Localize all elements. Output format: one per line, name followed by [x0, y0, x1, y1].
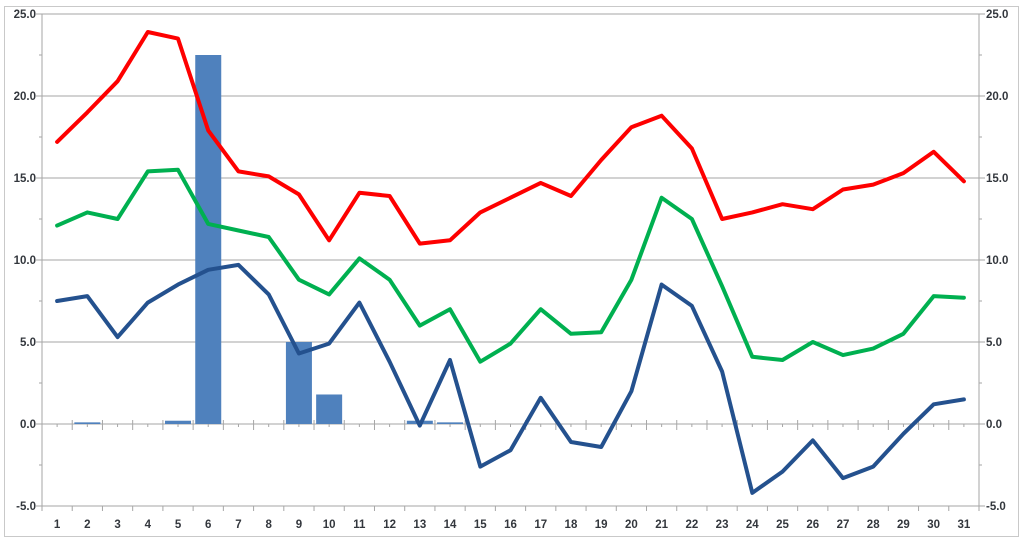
x-label-5: 5: [175, 519, 182, 531]
x-label-2: 2: [84, 519, 90, 531]
x-label-20: 20: [625, 519, 638, 531]
x-label-14: 14: [444, 519, 457, 531]
x-label-16: 16: [504, 519, 517, 531]
x-label-13: 13: [413, 519, 426, 531]
blue-line: [55, 262, 966, 495]
x-label-25: 25: [776, 519, 789, 531]
x-label-31: 31: [957, 519, 970, 531]
y-label-right-0.0: 0.0: [986, 419, 1002, 431]
bar-day-6: [195, 55, 222, 424]
x-label-21: 21: [655, 519, 668, 531]
y-label-right--5.0: -5.0: [986, 501, 1006, 513]
red-line: [55, 30, 966, 246]
y-label-right-15.0: 15.0: [986, 173, 1008, 185]
x-label-3: 3: [114, 519, 120, 531]
y-label-right-20.0: 20.0: [986, 91, 1008, 103]
x-label-28: 28: [867, 519, 880, 531]
bar-day-2: [74, 422, 101, 424]
y-label-right-5.0: 5.0: [986, 337, 1002, 349]
y-label-right-10.0: 10.0: [986, 255, 1008, 267]
x-label-27: 27: [837, 519, 850, 531]
x-label-23: 23: [716, 519, 729, 531]
x-label-17: 17: [534, 519, 547, 531]
bar-day-10: [316, 394, 343, 424]
y-label-left--5.0: -5.0: [16, 501, 36, 513]
x-label-15: 15: [474, 519, 487, 531]
y-label-left-25.0: 25.0: [14, 9, 36, 21]
x-label-6: 6: [205, 519, 211, 531]
y-label-left-20.0: 20.0: [14, 91, 36, 103]
x-label-26: 26: [806, 519, 819, 531]
x-label-22: 22: [685, 519, 698, 531]
x-label-9: 9: [296, 519, 302, 531]
y-label-left-5.0: 5.0: [20, 337, 36, 349]
x-label-8: 8: [265, 519, 272, 531]
x-label-30: 30: [927, 519, 940, 531]
y-label-left-0.0: 0.0: [20, 419, 36, 431]
y-label-left-10.0: 10.0: [14, 255, 36, 267]
y-label-right-25.0: 25.0: [986, 9, 1008, 21]
bar-day-5: [165, 420, 192, 424]
x-label-1: 1: [54, 519, 61, 531]
x-label-29: 29: [897, 519, 910, 531]
x-label-18: 18: [565, 519, 578, 531]
x-label-10: 10: [323, 519, 336, 531]
x-label-19: 19: [595, 519, 608, 531]
x-label-4: 4: [145, 519, 152, 531]
x-label-11: 11: [353, 519, 366, 531]
x-label-12: 12: [383, 519, 396, 531]
green-line: [55, 167, 966, 364]
x-label-7: 7: [235, 519, 241, 531]
chart-frame-border: [4, 6, 1019, 537]
bar-day-9: [285, 342, 312, 424]
y-label-left-15.0: 15.0: [14, 173, 36, 185]
bar-day-14: [437, 422, 464, 424]
x-label-24: 24: [746, 519, 759, 531]
